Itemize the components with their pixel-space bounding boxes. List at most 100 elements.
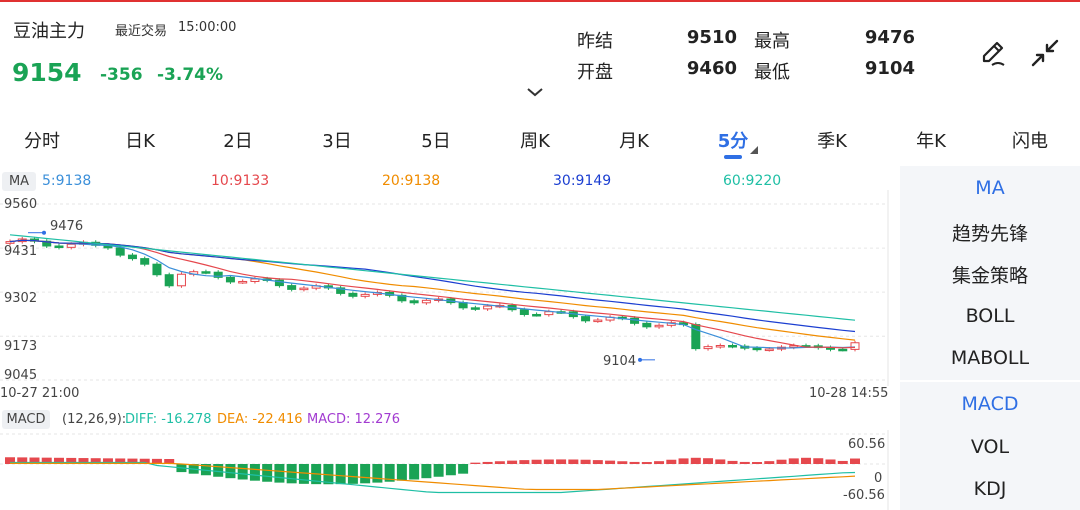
candle-body — [715, 344, 725, 348]
macd-bar — [580, 459, 591, 464]
price-change: -356 — [100, 65, 143, 85]
candle-body — [532, 313, 542, 317]
tab-item[interactable]: 年K — [916, 131, 946, 152]
ma60-value: 60:9220 — [723, 173, 782, 189]
macd-y-bot: -60.56 — [843, 488, 885, 503]
macd-bar — [90, 458, 101, 464]
tab-item[interactable]: 日K — [125, 131, 155, 152]
macd-bar — [396, 464, 407, 481]
macd-bar — [543, 459, 554, 464]
tab-item[interactable]: 2日 — [223, 131, 253, 152]
macd-bar — [372, 464, 383, 483]
high-label: 最高 — [754, 31, 790, 52]
macd-bar — [617, 461, 628, 464]
macd-bar — [433, 464, 444, 477]
ma-tag[interactable]: MA — [2, 172, 36, 191]
macd-bar — [458, 464, 469, 474]
indicator-panel-divider — [900, 380, 1080, 382]
tab-item[interactable]: 分时 — [24, 131, 60, 152]
candle-body — [360, 293, 370, 297]
macd-dea-line — [10, 462, 856, 491]
candle-body — [201, 271, 211, 274]
macd-bar — [813, 458, 824, 464]
macd-bar — [825, 459, 836, 464]
indicator-fund-strategy[interactable]: 集金策略 — [951, 265, 1028, 287]
ma30-line — [9, 239, 856, 333]
macd-bar — [5, 457, 15, 464]
candle-body — [348, 292, 358, 297]
indicator-boll[interactable]: BOLL — [965, 305, 1015, 327]
active-tab-underline — [724, 155, 742, 159]
macd-bar — [776, 459, 787, 464]
macd-bar — [421, 464, 432, 479]
tab-item[interactable]: 月K — [619, 131, 649, 152]
candle-body — [127, 254, 137, 260]
draw-pen-icon[interactable] — [978, 37, 1010, 69]
collapse-arrows-icon[interactable] — [1029, 37, 1061, 69]
low-marker-dot — [638, 357, 642, 362]
candle-body — [225, 276, 235, 283]
candle-body — [544, 311, 554, 316]
macd-bar — [286, 464, 297, 484]
macd-bar — [200, 464, 211, 476]
ma5-line — [9, 239, 856, 349]
tab-item[interactable]: 周K — [520, 131, 550, 152]
tab-item[interactable]: 季K — [817, 131, 847, 152]
candle-body — [152, 263, 162, 276]
chevron-down-icon[interactable] — [526, 86, 544, 98]
macd-y-top: 60.56 — [848, 437, 886, 452]
candle-body — [728, 344, 738, 348]
tab-item[interactable]: 5日 — [421, 131, 451, 152]
macd-bar — [249, 464, 260, 481]
macd-chart[interactable] — [0, 430, 890, 510]
candle-body — [213, 271, 223, 278]
tab-item[interactable]: 3日 — [322, 131, 352, 152]
y-tick-label: 9560 — [4, 197, 38, 212]
indicator-maboll[interactable]: MABOLL — [950, 347, 1030, 369]
macd-tag[interactable]: MACD — [2, 410, 50, 429]
macd-bar — [531, 459, 542, 464]
tab-item[interactable]: 闪电 — [1012, 131, 1048, 152]
candlestick-chart[interactable] — [0, 190, 890, 386]
prev-settle-value: 9510 — [686, 27, 737, 48]
x-end-time: 10-28 14:55 — [809, 386, 889, 401]
ma10-line — [9, 239, 856, 349]
candle-body — [115, 247, 125, 256]
candle-body — [54, 245, 64, 248]
ma5-value: 5:9138 — [42, 173, 92, 189]
candle-body — [483, 305, 493, 310]
macd-bar — [507, 460, 518, 464]
indicator-ma[interactable]: MA — [975, 177, 1005, 199]
tab-dropdown-indicator-icon[interactable] — [750, 146, 758, 154]
macd-bar — [115, 458, 126, 464]
candle-body — [336, 287, 346, 294]
macd-bar — [519, 460, 530, 464]
indicator-vol[interactable]: VOL — [970, 436, 1010, 458]
macd-diff-line — [10, 461, 856, 494]
macd-bar — [764, 461, 775, 464]
macd-bar — [666, 459, 677, 464]
candle-body — [752, 347, 762, 351]
macd-value: MACD: 12.276 — [307, 412, 400, 427]
indicator-kdj[interactable]: KDJ — [973, 478, 1007, 500]
macd-bar — [41, 457, 52, 464]
candle-body — [581, 316, 591, 322]
macd-bar — [164, 459, 175, 464]
candle-body — [850, 342, 860, 350]
candle-body — [274, 279, 284, 287]
indicator-macd[interactable]: MACD — [961, 393, 1019, 415]
last-price: 9154 — [12, 58, 82, 87]
macd-bar — [703, 458, 714, 464]
macd-params: (12,26,9): — [62, 412, 127, 427]
indicator-trend-pioneer[interactable]: 趋势先锋 — [951, 223, 1028, 245]
candle-body — [299, 287, 309, 291]
candle-body — [176, 273, 186, 287]
macd-bar — [384, 464, 395, 482]
macd-bar — [213, 464, 224, 477]
macd-bar — [53, 457, 64, 464]
macd-bar — [715, 459, 726, 464]
macd-bar — [78, 458, 89, 464]
macd-bar — [262, 464, 273, 482]
candle-body — [42, 240, 52, 247]
tab-item[interactable]: 5分 — [717, 131, 749, 152]
